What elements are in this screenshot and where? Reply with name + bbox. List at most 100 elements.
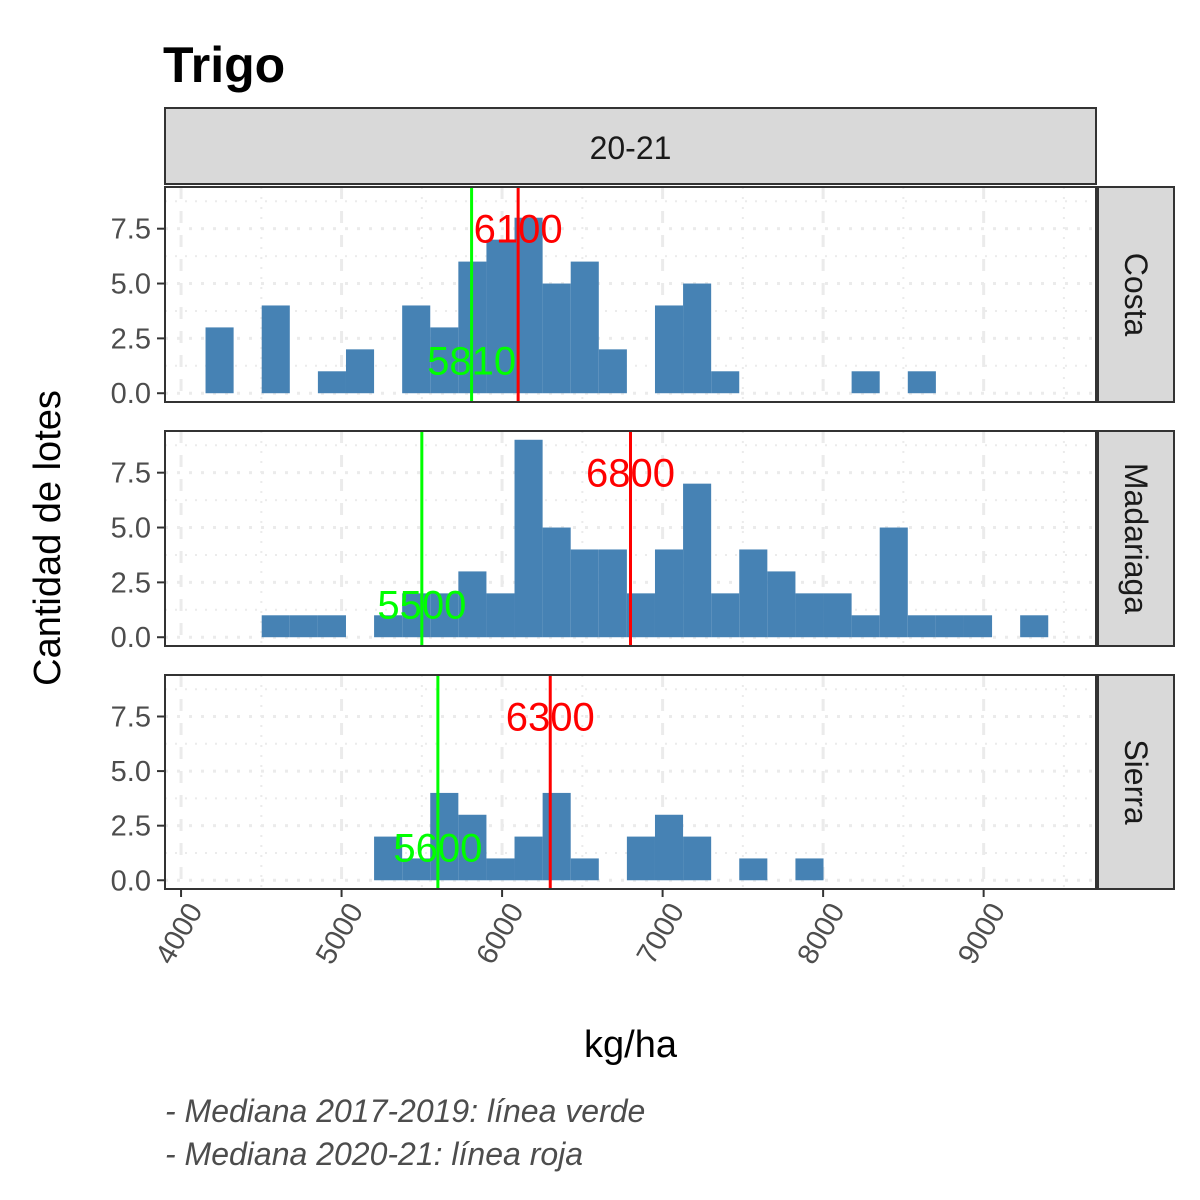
y-tick-label: 7.5 — [111, 701, 151, 733]
y-tick-label: 2.5 — [111, 811, 151, 843]
row-strip — [1097, 430, 1175, 647]
histogram-bar — [907, 615, 936, 638]
histogram-bar — [1020, 615, 1049, 638]
histogram-bar — [486, 593, 515, 638]
histogram-bar — [598, 549, 627, 638]
panel-border — [164, 674, 1097, 890]
histogram-bar — [317, 615, 346, 638]
panel-border — [164, 430, 1097, 647]
histogram-bar — [514, 836, 543, 881]
histogram-bar — [430, 792, 459, 881]
x-tick-label: 6000 — [470, 898, 530, 970]
histogram-bar — [570, 549, 599, 638]
histogram-bar — [823, 593, 852, 638]
y-tick-label: 2.5 — [111, 323, 151, 355]
x-axis-title: kg/ha — [584, 1024, 678, 1066]
histogram-bar — [374, 836, 403, 881]
histogram-bar — [935, 615, 964, 638]
histogram-bar — [739, 549, 768, 638]
facet-panel-sierra: 5600 6300 0.0 2.5 5.0 7.5 Sierra — [111, 674, 1175, 897]
column-strip — [164, 107, 1097, 185]
panel-border — [164, 186, 1097, 403]
histogram-bar — [542, 283, 571, 394]
x-tick-label: 4000 — [149, 898, 209, 970]
histogram-bar — [514, 439, 543, 638]
caption-line-2: - Mediana 2020-21: línea roja — [165, 1136, 583, 1172]
facet-panel-madariaga: 5500 6800 0.0 2.5 5.0 7.5 Madariaga — [111, 430, 1175, 654]
histogram-bar — [654, 814, 684, 881]
x-tick-label: 8000 — [792, 898, 852, 970]
histogram-bar — [317, 371, 346, 394]
x-tick-label: 5000 — [310, 898, 370, 970]
histogram-bar — [879, 527, 908, 638]
histogram-bar — [683, 283, 712, 394]
histogram-bar — [851, 615, 880, 638]
y-tick-label: 0.0 — [111, 865, 151, 897]
y-tick-label: 7.5 — [111, 214, 151, 246]
histogram-bar — [570, 858, 599, 881]
row-strip — [1097, 186, 1175, 403]
histogram-bar — [458, 571, 487, 638]
chart-title: Trigo — [163, 37, 285, 93]
x-tick-label: 7000 — [631, 898, 691, 970]
facet-panels: 581061000.02.55.07.5Costa550068000.02.55… — [111, 186, 1175, 897]
row-strip — [1097, 674, 1175, 890]
row-strip-label: Madariaga — [1118, 463, 1154, 614]
median-label-2020-21: 6100 — [474, 208, 563, 252]
histogram-bar — [486, 858, 515, 881]
median-label-2017-2019: 5500 — [377, 583, 466, 627]
histogram-bar — [402, 305, 431, 394]
y-tick-label: 0.0 — [111, 378, 151, 410]
histogram-bar — [458, 814, 487, 881]
histogram-bar — [402, 858, 431, 881]
histogram-bar — [711, 371, 740, 394]
row-strip-label: Sierra — [1118, 739, 1154, 825]
histogram-bar — [598, 349, 627, 394]
histogram-bar — [626, 836, 655, 881]
y-tick-label: 5.0 — [111, 269, 151, 301]
histogram-bar — [205, 327, 234, 394]
histogram-bar — [739, 858, 768, 881]
y-axis-title: Cantidad de lotes — [27, 390, 69, 686]
histogram-bar — [542, 792, 571, 881]
median-label-2020-21: 6800 — [586, 452, 675, 496]
y-tick-label: 5.0 — [111, 513, 151, 545]
row-strip-label: Costa — [1118, 253, 1154, 337]
facet-panel-costa: 5810 6100 0.0 2.5 5.0 7.5 Costa — [111, 186, 1175, 410]
histogram-bar — [289, 615, 318, 638]
histogram-bar — [542, 527, 571, 638]
histogram-bar — [963, 615, 993, 638]
histogram-bar — [430, 593, 459, 638]
x-tick-label: 9000 — [952, 898, 1012, 970]
y-tick-label: 7.5 — [111, 458, 151, 490]
panel-background — [165, 187, 1096, 402]
y-tick-label: 5.0 — [111, 756, 151, 788]
median-label-2017-2019: 5600 — [393, 827, 482, 871]
y-tick-label: 2.5 — [111, 567, 151, 599]
histogram-bar — [486, 239, 515, 394]
histogram-bar — [683, 483, 712, 638]
median-label-2020-21: 6300 — [506, 695, 595, 739]
histogram-bar — [345, 349, 375, 394]
column-strip-label: 20-21 — [590, 130, 672, 166]
histogram-bar — [261, 615, 290, 638]
histogram-bar — [683, 836, 712, 881]
y-tick-label: 0.0 — [111, 622, 151, 654]
histogram-bar — [570, 261, 599, 394]
histogram-bar — [795, 858, 824, 881]
histogram-bar — [795, 593, 824, 638]
x-axis: 4000 5000 6000 7000 8000 9000 — [149, 889, 1012, 970]
histogram-bar — [402, 593, 431, 638]
histogram-bar — [851, 371, 880, 394]
histogram-bar — [767, 571, 796, 638]
histogram-bar — [654, 305, 684, 394]
median-label-2017-2019: 5810 — [427, 339, 516, 383]
histogram-bar — [261, 305, 290, 394]
histogram-bar — [907, 371, 936, 394]
caption-line-1: - Mediana 2017-2019: línea verde — [165, 1093, 645, 1129]
histogram-bar — [654, 549, 684, 638]
histogram-bar — [430, 327, 459, 394]
histogram-bar — [711, 593, 740, 638]
histogram-bar — [374, 615, 403, 638]
